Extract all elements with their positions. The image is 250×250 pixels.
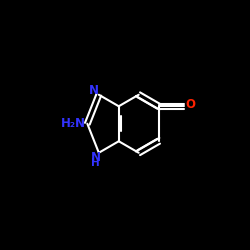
Text: H: H <box>92 158 100 168</box>
Text: H₂N: H₂N <box>61 117 86 130</box>
Text: O: O <box>185 98 195 112</box>
Text: N: N <box>89 84 99 97</box>
Text: N: N <box>91 151 101 164</box>
